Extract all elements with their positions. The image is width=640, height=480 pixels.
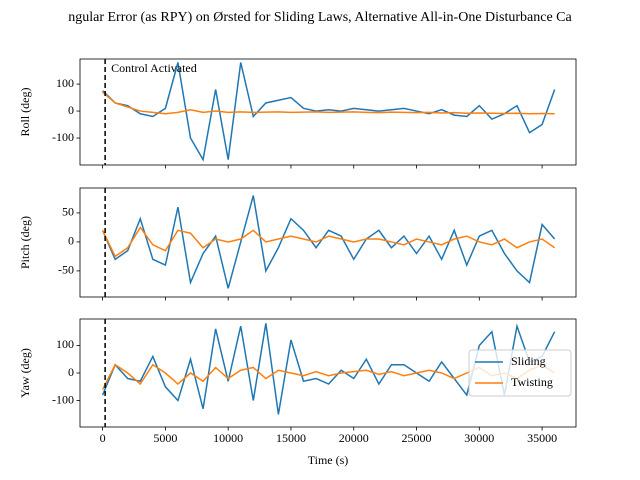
series-line: [102, 62, 556, 162]
x-tick-label: 35000: [527, 431, 557, 445]
y-axis-label: Roll (deg): [18, 88, 32, 137]
y-tick-label: 100: [56, 337, 74, 351]
y-tick-label: 0: [68, 365, 74, 379]
x-tick-label: 25000: [402, 431, 432, 445]
y-axis-label: Yaw (deg): [18, 348, 32, 398]
x-tick-label: 10000: [213, 431, 243, 445]
y-axis-label: Pitch (deg): [18, 216, 32, 269]
series-line: [102, 91, 555, 115]
y-tick-label: 0: [68, 103, 74, 117]
x-tick-label: 30000: [464, 431, 494, 445]
chart-title: ngular Error (as RPY) on Ørsted for Slid…: [68, 10, 572, 25]
x-tick-label: 15000: [276, 431, 306, 445]
y-tick-label: -100: [52, 392, 74, 406]
series-line: [101, 226, 556, 258]
y-tick-label: 50: [62, 205, 74, 219]
x-tick-label: 5000: [153, 431, 177, 445]
y-tick-label: 100: [56, 76, 74, 90]
legend-label: Sliding: [511, 354, 546, 368]
axes-frame: [79, 58, 577, 166]
x-tick-label: 20000: [339, 431, 369, 445]
y-tick-label: -100: [52, 130, 74, 144]
annotation: Control Activated: [111, 61, 197, 75]
y-tick-label: 0: [68, 234, 74, 248]
y-tick-label: -50: [58, 263, 74, 277]
axes-frame: [79, 187, 577, 298]
series-line: [101, 323, 556, 415]
x-axis-label: Time (s): [308, 453, 349, 467]
x-tick-label: 0: [100, 431, 106, 445]
legend-label: Twisting: [511, 375, 553, 389]
series-line: [101, 195, 556, 289]
